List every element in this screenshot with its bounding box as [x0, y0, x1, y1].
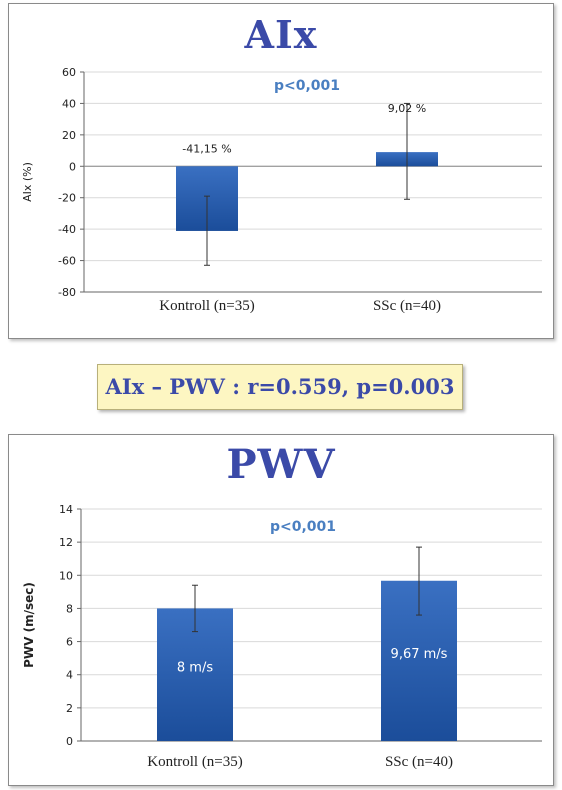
y-tick-label: -80 — [58, 286, 76, 299]
y-tick-label: 8 — [66, 602, 73, 615]
p-value-annotation: p<0,001 — [274, 78, 340, 94]
aix-chart-panel: AIx 60 40 20 0 -20 -40 -60 -80 AIx (%) p<0,001 -41… — [8, 3, 554, 339]
y-tick-label: 10 — [59, 569, 73, 582]
correlation-box: AIx – PWV : r=0.559, p=0.003 — [97, 364, 463, 410]
pwv-chart: 14 12 10 8 6 4 2 0 PWV (m/sec) p<0,001 8 m/s Kontro… — [22, 503, 542, 770]
y-tick-label: 2 — [66, 702, 73, 715]
category-label: Kontroll (n=35) — [159, 298, 255, 314]
p-value-annotation: p<0,001 — [270, 519, 336, 535]
pwv-chart-title: PWV — [226, 441, 336, 488]
y-tick-label: 0 — [69, 160, 76, 173]
aix-chart: 60 40 20 0 -20 -40 -60 -80 AIx (%) p<0,001 -41,15 … — [21, 66, 542, 314]
y-tick-label: 60 — [62, 66, 76, 79]
data-label: 9,02 % — [388, 102, 426, 115]
y-tick-label: 6 — [66, 636, 73, 649]
y-tick-label: 20 — [62, 129, 76, 142]
pwv-chart-panel: PWV 14 12 10 8 6 4 2 0 PWV (m/sec) p<0,001 8 m/s Ko… — [8, 434, 554, 786]
y-tick-label: 14 — [59, 503, 73, 516]
y-tick-label: 40 — [62, 97, 76, 110]
aix-chart-title: AIx — [244, 12, 318, 57]
category-label: SSc (n=40) — [385, 754, 453, 770]
y-tick-label: 12 — [59, 536, 73, 549]
y-tick-label: 0 — [66, 735, 73, 748]
category-label: SSc (n=40) — [373, 298, 441, 314]
y-axis-label: AIx (%) — [21, 162, 34, 202]
data-label: -41,15 % — [182, 142, 231, 155]
category-label: Kontroll (n=35) — [147, 754, 243, 770]
y-tick-label: -40 — [58, 223, 76, 236]
data-label: 8 m/s — [177, 661, 213, 676]
y-tick-label: 4 — [66, 669, 73, 682]
y-axis-label: PWV (m/sec) — [22, 582, 36, 668]
y-tick-label: -60 — [58, 255, 76, 268]
data-label: 9,67 m/s — [391, 647, 448, 662]
y-tick-label: -20 — [58, 192, 76, 205]
